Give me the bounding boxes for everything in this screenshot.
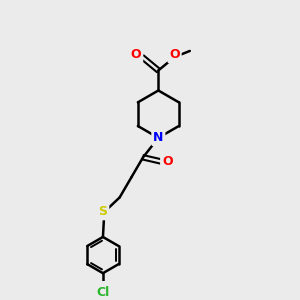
Text: O: O bbox=[131, 48, 141, 62]
Text: Cl: Cl bbox=[96, 286, 110, 299]
Text: O: O bbox=[162, 155, 172, 168]
Text: S: S bbox=[98, 206, 107, 218]
Text: N: N bbox=[153, 131, 164, 144]
Text: O: O bbox=[169, 48, 180, 62]
